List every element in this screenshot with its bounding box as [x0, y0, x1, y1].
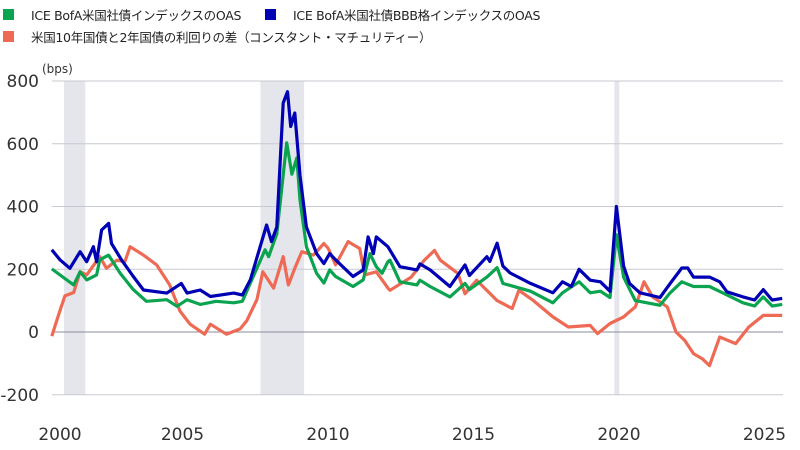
legend-item-bbb-oas: ICE BofA米国社債BBB格インデックスのOAS — [265, 5, 540, 24]
series-line-1 — [50, 90, 783, 302]
y-tick-label: -200 — [0, 386, 39, 406]
y-tick-label: 800 — [7, 72, 39, 92]
x-tick-label: 2010 — [306, 425, 349, 445]
legend-label: ICE BofA米国社債BBB格インデックスのOAS — [293, 8, 541, 23]
y-axis-unit-label: (bps) — [42, 62, 73, 76]
series-line-0 — [50, 141, 783, 308]
legend-item-ig-oas: ICE BofA米国社債インデックスのOAS — [3, 5, 241, 24]
y-tick-label: 600 — [7, 135, 39, 155]
x-tick-label: 2020 — [597, 425, 640, 445]
legend-label: 米国10年国債と2年国債の利回りの差（コンスタント・マチュリティー） — [31, 30, 432, 45]
legend-item-yield-spread: 米国10年国債と2年国債の利回りの差（コンスタント・マチュリティー） — [3, 27, 431, 46]
x-tick-label: 2005 — [161, 425, 204, 445]
x-tick-label: 2025 — [743, 425, 786, 445]
y-tick-label: 200 — [7, 260, 39, 280]
y-tick-label: 400 — [7, 198, 39, 218]
legend-swatch-blue — [265, 9, 276, 20]
legend-swatch-green — [3, 9, 14, 20]
legend-label: ICE BofA米国社債インデックスのOAS — [31, 8, 242, 23]
x-tick-label: 2000 — [38, 425, 81, 445]
recession-band — [64, 81, 86, 395]
y-tick-label: 0 — [28, 323, 39, 343]
x-tick-label: 2015 — [452, 425, 495, 445]
series-line-2 — [50, 240, 783, 368]
legend-swatch-red — [3, 31, 14, 42]
